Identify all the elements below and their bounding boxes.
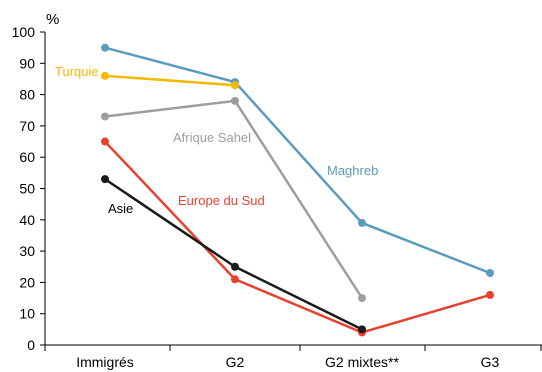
x-tick-label: Immigrés [76,354,134,370]
y-tick-label: 0 [27,337,35,353]
y-tick-label: 10 [19,306,35,322]
x-tick-label: G3 [481,354,500,370]
data-point-europe-du-sud [231,275,239,284]
x-tick-label: G2 [226,354,245,370]
series-label: Maghreb [327,163,378,178]
y-tick-label: 100 [12,24,36,40]
y-tick-labels: 0 10 20 30 40 50 60 70 80 90 100 [12,24,36,353]
series-europe-du-sud [101,137,494,337]
data-point-europe-du-sud [101,137,109,146]
series-labels: Maghreb Turquie Afrique Sahel Europe du Sud… [55,64,378,216]
data-point-turquie [231,81,239,90]
data-point-maghreb [358,218,366,227]
y-tick-label: 30 [19,243,35,259]
y-tick-label: 60 [19,149,35,165]
data-point-afrique-sahel [101,112,109,121]
y-unit-label: % [46,11,59,28]
series-label: Asie [108,201,133,216]
y-tick-label: 90 [19,55,35,71]
data-point-europe-du-sud [486,290,494,299]
series-afrique-sahel [101,96,366,303]
series-label: Afrique Sahel [173,130,251,145]
data-point-turquie [101,71,109,80]
data-point-asie [101,175,109,184]
data-point-maghreb [101,43,109,52]
series-asie [101,175,366,334]
series-turquie [101,71,239,90]
data-point-asie [358,325,366,334]
data-point-maghreb [486,269,494,278]
x-tick-label: G2 mixtes** [325,354,399,370]
data-point-asie [231,262,239,271]
y-tick-label: 20 [19,274,35,290]
y-tick-label: 40 [19,212,35,228]
series-line-turquie [104,74,236,87]
series-label: Turquie [55,64,99,79]
y-tick-label: 70 [19,118,35,134]
x-tick-labels: Immigrés G2 G2 mixtes** G3 [76,354,499,370]
series-line-maghreb [104,46,491,275]
series-lines [101,43,494,337]
data-point-afrique-sahel [231,96,239,105]
series-line-europe-du-sud [104,140,491,334]
y-tick-label: 50 [19,181,35,197]
data-point-afrique-sahel [358,294,366,303]
y-tick-label: 80 [19,87,35,103]
series-label: Europe du Sud [178,193,265,208]
axes [40,31,542,351]
